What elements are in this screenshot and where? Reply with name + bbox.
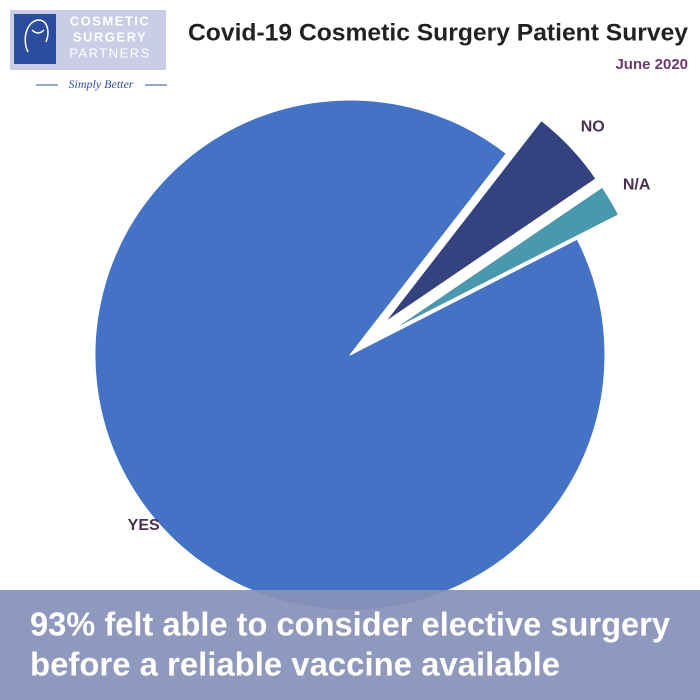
logo-face [24, 19, 49, 53]
pie-slice [384, 119, 597, 323]
slice-label: YES [128, 517, 160, 534]
logo-text: COSMETIC [70, 13, 151, 28]
pie-slice [94, 99, 606, 611]
slice-label: N/A [623, 177, 651, 194]
logo-icon [14, 14, 56, 64]
slice-label: NO [581, 118, 605, 135]
chart-subtitle: June 2020 [615, 56, 688, 73]
pie: YES NO N/A [94, 99, 651, 611]
caption-banner [0, 590, 700, 700]
caption-line: before a reliable vaccine available [30, 646, 560, 683]
chart-title: Covid-19 Cosmetic Surgery Patient Survey [188, 19, 689, 46]
logo-text: SURGERY [73, 29, 147, 44]
logo-tagline: Simply Better [69, 77, 134, 91]
caption-line: 93% felt able to consider elective surge… [30, 606, 671, 643]
logo-text: PARTNERS [69, 45, 151, 60]
logo: COSMETIC SURGERY PARTNERS Simply Better [10, 10, 167, 91]
pie-slice [391, 186, 620, 332]
